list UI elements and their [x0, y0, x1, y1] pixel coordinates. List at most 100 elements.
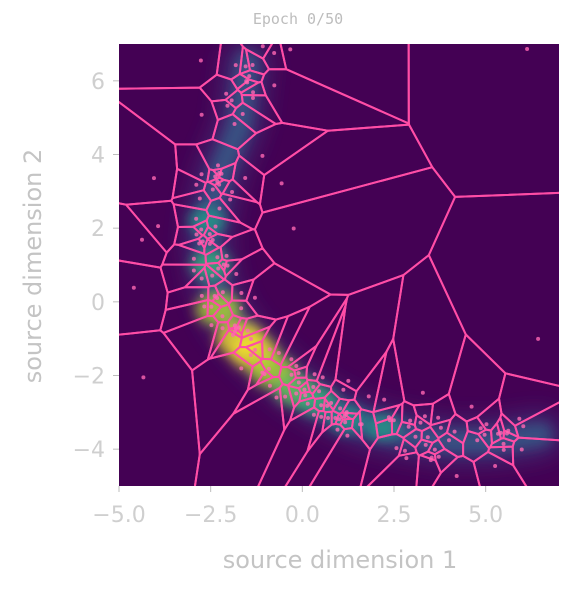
- sample-point: [194, 216, 199, 221]
- sample-point: [217, 182, 222, 187]
- sample-point: [519, 447, 524, 452]
- sample-point: [260, 44, 265, 49]
- sample-point: [260, 153, 265, 158]
- voronoi-cell: [119, 202, 168, 269]
- sample-point: [366, 394, 371, 399]
- sample-point: [199, 172, 204, 177]
- sample-point: [210, 238, 215, 243]
- sample-point: [248, 353, 253, 358]
- voronoi-cell: [119, 86, 219, 146]
- voronoi-cell: [270, 305, 311, 367]
- voronoi-cell: [191, 351, 254, 456]
- sample-point: [305, 401, 310, 406]
- sample-point: [279, 181, 284, 186]
- sample-point: [408, 418, 413, 423]
- sample-point: [413, 434, 418, 439]
- sample-point: [294, 363, 299, 368]
- voronoi-cell: [395, 420, 418, 439]
- sample-point: [345, 433, 350, 438]
- sample-point: [382, 397, 387, 402]
- sample-point: [260, 370, 265, 375]
- voronoi-cell: [462, 430, 491, 463]
- sample-point: [303, 393, 308, 398]
- sample-point: [329, 400, 334, 405]
- sample-point: [478, 426, 483, 431]
- sample-point: [438, 425, 443, 430]
- voronoi-cell: [341, 398, 363, 415]
- voronoi-cell: [253, 166, 457, 296]
- voronoi-cell: [232, 375, 284, 415]
- sample-point: [209, 304, 214, 309]
- sample-point: [252, 295, 257, 300]
- voronoi-cell: [245, 48, 270, 76]
- x-tick-label: 2.5: [377, 503, 412, 528]
- sample-point: [291, 226, 296, 231]
- voronoi-cell: [511, 436, 559, 486]
- sample-point: [311, 412, 316, 417]
- x-tick-label: −5.0: [92, 503, 145, 528]
- sample-point: [289, 372, 294, 377]
- sample-point: [341, 387, 346, 392]
- y-tick-label: 0: [91, 291, 105, 316]
- voronoi-cell: [490, 422, 502, 445]
- sample-point: [207, 241, 212, 246]
- voronoi-cell: [211, 292, 230, 308]
- sample-point: [288, 47, 293, 52]
- sample-point: [267, 347, 272, 352]
- sample-point: [250, 63, 255, 68]
- sample-point: [296, 371, 301, 376]
- sample-point: [394, 446, 399, 451]
- sample-point: [266, 366, 271, 371]
- sample-point: [501, 447, 506, 452]
- sample-point: [194, 182, 199, 187]
- sample-point: [199, 227, 204, 232]
- sample-point: [239, 290, 244, 295]
- sample-point: [428, 458, 433, 463]
- sample-point: [228, 197, 233, 202]
- voronoi-cell: [284, 422, 346, 486]
- sample-point: [213, 224, 218, 229]
- sample-point: [243, 175, 248, 180]
- sample-point: [245, 328, 250, 333]
- voronoi-cell: [230, 72, 251, 91]
- sample-point: [311, 384, 316, 389]
- chart-title: Epoch 0/50: [253, 10, 343, 28]
- sample-point: [191, 268, 196, 273]
- y-tick-label: 4: [91, 144, 105, 169]
- y-tick-label: −2: [73, 365, 105, 390]
- sample-point: [220, 290, 225, 295]
- sample-point: [250, 96, 255, 101]
- sample-point: [215, 163, 220, 168]
- voronoi-cell: [415, 454, 442, 486]
- sample-point: [198, 58, 203, 63]
- sample-point: [386, 415, 391, 420]
- sample-point: [199, 112, 204, 117]
- sample-point: [251, 90, 256, 95]
- voronoi-layer: [119, 44, 559, 486]
- sample-point: [294, 391, 299, 396]
- sample-point: [215, 179, 220, 184]
- voronoi-cell: [177, 237, 206, 255]
- sample-point: [425, 435, 430, 440]
- sample-point: [247, 74, 252, 79]
- sample-point: [225, 263, 230, 268]
- y-axis-label: source dimension 2: [19, 149, 47, 384]
- sample-point: [276, 350, 281, 355]
- sample-point: [197, 241, 202, 246]
- sample-point: [447, 438, 452, 443]
- sample-point: [217, 171, 222, 176]
- voronoi-cell: [236, 121, 329, 177]
- sample-point: [436, 454, 441, 459]
- sample-point: [151, 176, 156, 181]
- sample-point: [312, 372, 317, 377]
- sample-point: [221, 262, 226, 267]
- sample-point: [199, 293, 204, 298]
- sample-point: [202, 304, 207, 309]
- sample-point: [274, 395, 279, 400]
- sample-point: [272, 51, 277, 56]
- sample-point: [402, 448, 407, 453]
- sample-point: [335, 427, 340, 432]
- sample-point: [391, 418, 396, 423]
- voronoi-cell: [203, 263, 226, 288]
- sample-point: [224, 253, 229, 258]
